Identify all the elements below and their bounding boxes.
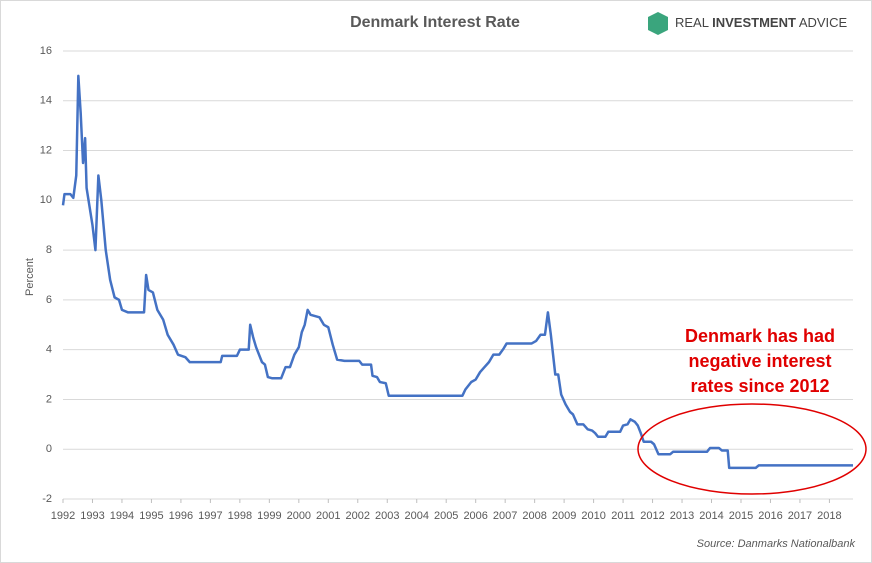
x-tick-label: 1995 (139, 510, 163, 522)
chart-title: Denmark Interest Rate (350, 14, 520, 31)
brand-logo: REAL INVESTMENT ADVICE (648, 12, 848, 35)
y-tick-label: 10 (40, 194, 52, 206)
y-tick-label: 4 (46, 344, 52, 356)
y-tick-label: 8 (46, 244, 52, 256)
brand-word: INVESTMENT (712, 15, 796, 30)
logo-icon (648, 12, 668, 35)
x-tick-label: 1998 (228, 510, 252, 522)
y-tick-label: 16 (40, 45, 52, 57)
x-tick-label: 2018 (817, 510, 841, 522)
x-tick-label: 2014 (699, 510, 723, 522)
x-tick-label: 2016 (758, 510, 782, 522)
annotation-text: negative interest (688, 351, 831, 371)
y-tick-label: 12 (40, 144, 52, 156)
x-tick-label: 1996 (169, 510, 193, 522)
y-axis-label: Percent (24, 258, 36, 296)
x-tick-label: 1994 (110, 510, 134, 522)
y-tick-label: -2 (42, 493, 52, 505)
x-tick-label: 2001 (316, 510, 340, 522)
x-tick-label: 2006 (463, 510, 487, 522)
x-tick-label: 2015 (729, 510, 753, 522)
y-tick-label: 6 (46, 294, 52, 306)
x-tick-label: 1993 (80, 510, 104, 522)
x-tick-label: 2013 (670, 510, 694, 522)
x-tick-label: 2003 (375, 510, 399, 522)
plot-area: -2 0 2 4 6 8 10 12 14 16 1992 1993 1994 1995 1996 1997 1… (40, 45, 867, 522)
x-tick-label: 2005 (434, 510, 458, 522)
x-tick-label: 2004 (404, 510, 428, 522)
x-tick-label: 1992 (51, 510, 75, 522)
x-tick-label: 2007 (493, 510, 517, 522)
annotation-text: Denmark has had (685, 326, 835, 346)
x-tick-label: 2017 (788, 510, 812, 522)
brand-text: REAL INVESTMENT ADVICE (675, 15, 848, 30)
x-tick-label: 2002 (346, 510, 370, 522)
x-tick-label: 2012 (640, 510, 664, 522)
annotation-text: rates since 2012 (690, 376, 829, 396)
x-tick-label: 2000 (287, 510, 311, 522)
x-tick-label: 2008 (522, 510, 546, 522)
data-line (61, 74, 853, 470)
y-tick-label: 0 (46, 443, 52, 455)
x-tick-label: 1997 (198, 510, 222, 522)
annotation-ellipse (637, 403, 867, 495)
x-tick-label: 1999 (257, 510, 281, 522)
brand-word: REAL (675, 15, 709, 30)
source-note: Source: Danmarks Nationalbank (697, 538, 856, 550)
x-tick-label: 2011 (611, 510, 635, 522)
brand-word: ADVICE (799, 15, 848, 30)
x-tick-label: 2009 (552, 510, 576, 522)
y-tick-label: 2 (46, 393, 52, 405)
x-tick-label: 2010 (581, 510, 605, 522)
y-tick-label: 14 (40, 95, 52, 107)
